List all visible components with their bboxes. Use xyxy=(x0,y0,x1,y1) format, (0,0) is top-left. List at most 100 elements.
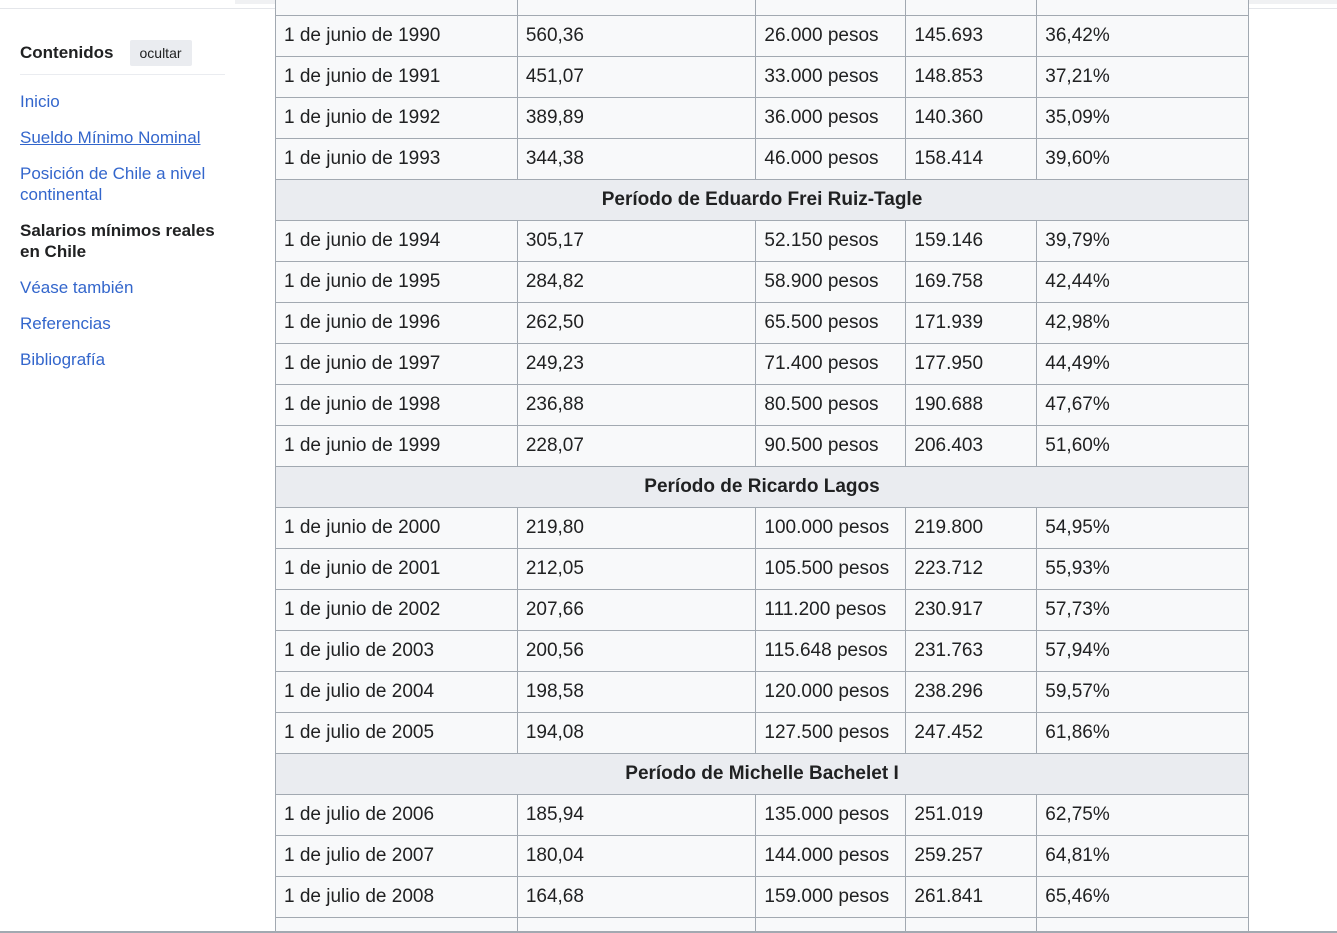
table-row: 1 de junio de 2000 219,80 100.000 pesos 219… xyxy=(275,507,1249,549)
value-cell: 451,07 xyxy=(516,56,757,98)
toc-item-sueldo-minimo-nominal[interactable]: Sueldo Mínimo Nominal xyxy=(20,128,201,147)
table-row: 1 de julio de 2008 164,68 159.000 pesos 261… xyxy=(275,876,1249,918)
value-cell: 236,88 xyxy=(516,384,757,426)
nominal-wage-cell: 80.500 pesos xyxy=(755,384,907,426)
table-row: 1 de julio de 2003 200,56 115.648 pesos 231… xyxy=(275,630,1249,672)
nominal-wage-cell: 111.200 pesos xyxy=(755,589,907,631)
real-wage-cell xyxy=(905,917,1038,931)
table-of-contents: Contenidos ocultar Inicio Sueldo Mínimo … xyxy=(20,38,225,385)
table-row: 1 de junio de 1996 262,50 65.500 pesos 171.… xyxy=(275,302,1249,344)
table-row: 1 de julio de 2005 194,08 127.500 pesos 247… xyxy=(275,712,1249,754)
period-header: Período de Eduardo Frei Ruiz-Tagle xyxy=(275,179,1249,221)
nominal-wage-cell: 135.000 pesos xyxy=(755,794,907,836)
real-wage-cell: 169.758 xyxy=(905,261,1038,303)
table-row: 1 de junio de 1991 451,07 33.000 pesos 148.… xyxy=(275,56,1249,98)
percent-cell xyxy=(1036,917,1249,931)
value-cell xyxy=(516,917,757,931)
date-cell: 1 de julio de 2006 xyxy=(275,794,518,836)
date-cell: 1 de junio de 2002 xyxy=(275,589,518,631)
real-wage-cell: 158.414 xyxy=(905,138,1038,180)
toc-title: Contenidos xyxy=(20,43,114,62)
percent-cell: 35,09% xyxy=(1036,97,1249,139)
percent-cell xyxy=(1036,0,1249,16)
table-row: 1 de julio de 2006 185,94 135.000 pesos 251… xyxy=(275,794,1249,836)
date-cell: 1 de junio de 2001 xyxy=(275,548,518,590)
value-cell: 262,50 xyxy=(516,302,757,344)
nominal-wage-cell: 115.648 pesos xyxy=(755,630,907,672)
value-cell: 249,23 xyxy=(516,343,757,385)
table-row: 1 de junio de 1990 560,36 26.000 pesos 145.… xyxy=(275,15,1249,57)
nominal-wage-cell xyxy=(755,0,907,16)
toc-item-inicio[interactable]: Inicio xyxy=(20,92,60,111)
table-row: 1 de junio de 1998 236,88 80.500 pesos 190.… xyxy=(275,384,1249,426)
percent-cell: 42,44% xyxy=(1036,261,1249,303)
nominal-wage-cell: 65.500 pesos xyxy=(755,302,907,344)
date-cell: 1 de junio de 1994 xyxy=(275,220,518,262)
value-cell: 560,36 xyxy=(516,15,757,57)
value-cell: 198,58 xyxy=(516,671,757,713)
date-cell: 1 de junio de 2000 xyxy=(275,507,518,549)
nominal-wage-cell: 58.900 pesos xyxy=(755,261,907,303)
real-wage-cell: 159.146 xyxy=(905,220,1038,262)
date-cell: 1 de julio de 2003 xyxy=(275,630,518,672)
nominal-wage-cell: 36.000 pesos xyxy=(755,97,907,139)
toc-item-bibliografia[interactable]: Bibliografía xyxy=(20,350,106,369)
value-cell: 344,38 xyxy=(516,138,757,180)
nominal-wage-cell: 127.500 pesos xyxy=(755,712,907,754)
toc-item-posicion-chile[interactable]: Posición de Chile a nivel continental xyxy=(20,164,206,204)
real-wage-cell: 177.950 xyxy=(905,343,1038,385)
date-cell: 1 de julio de 2005 xyxy=(275,712,518,754)
percent-cell: 64,81% xyxy=(1036,835,1249,877)
date-cell: 1 de junio de 1996 xyxy=(275,302,518,344)
toc-item-referencias[interactable]: Referencias xyxy=(20,314,111,333)
percent-cell: 44,49% xyxy=(1036,343,1249,385)
nominal-wage-cell xyxy=(755,917,907,931)
nominal-wage-cell: 120.000 pesos xyxy=(755,671,907,713)
period-header-row: Período de Michelle Bachelet I xyxy=(275,753,1249,795)
nominal-wage-cell: 144.000 pesos xyxy=(755,835,907,877)
wage-table-body: 1 de junio de 1990 560,36 26.000 pesos 145.… xyxy=(275,0,1249,931)
toc-item-vease-tambien[interactable]: Véase también xyxy=(20,278,134,297)
nominal-wage-cell: 46.000 pesos xyxy=(755,138,907,180)
percent-cell: 39,79% xyxy=(1036,220,1249,262)
real-wage-cell xyxy=(905,0,1038,16)
percent-cell: 42,98% xyxy=(1036,302,1249,344)
period-header: Período de Ricardo Lagos xyxy=(275,466,1249,508)
value-cell: 284,82 xyxy=(516,261,757,303)
value-cell: 164,68 xyxy=(516,876,757,918)
real-wage-cell: 223.712 xyxy=(905,548,1038,590)
table-row: 1 de junio de 1995 284,82 58.900 pesos 169.… xyxy=(275,261,1249,303)
date-cell: 1 de julio de 2004 xyxy=(275,671,518,713)
real-wage-cell: 190.688 xyxy=(905,384,1038,426)
real-wage-cell: 206.403 xyxy=(905,425,1038,467)
value-cell: 180,04 xyxy=(516,835,757,877)
date-cell xyxy=(275,917,518,931)
percent-cell: 61,86% xyxy=(1036,712,1249,754)
nominal-wage-cell: 90.500 pesos xyxy=(755,425,907,467)
nominal-wage-cell: 100.000 pesos xyxy=(755,507,907,549)
table-row: 1 de junio de 1997 249,23 71.400 pesos 177.… xyxy=(275,343,1249,385)
table-row: 1 de julio de 2007 180,04 144.000 pesos 259… xyxy=(275,835,1249,877)
real-wage-cell: 251.019 xyxy=(905,794,1038,836)
percent-cell: 65,46% xyxy=(1036,876,1249,918)
date-cell: 1 de junio de 1990 xyxy=(275,15,518,57)
percent-cell: 55,93% xyxy=(1036,548,1249,590)
date-cell: 1 de junio de 1993 xyxy=(275,138,518,180)
real-wage-cell: 219.800 xyxy=(905,507,1038,549)
percent-cell: 36,42% xyxy=(1036,15,1249,57)
table-row: 1 de junio de 2002 207,66 111.200 pesos 230… xyxy=(275,589,1249,631)
toc-item-salarios-minimos-reales[interactable]: Salarios mínimos reales en Chile xyxy=(20,221,215,261)
real-wage-cell: 145.693 xyxy=(905,15,1038,57)
percent-cell: 57,94% xyxy=(1036,630,1249,672)
toc-hide-button[interactable]: ocultar xyxy=(129,40,192,66)
value-cell: 305,17 xyxy=(516,220,757,262)
wage-table-container: 1 de junio de 1990 560,36 26.000 pesos 145.… xyxy=(275,0,1249,931)
table-row: 1 de junio de 1993 344,38 46.000 pesos 158.… xyxy=(275,138,1249,180)
real-wage-cell: 230.917 xyxy=(905,589,1038,631)
nominal-wage-cell: 33.000 pesos xyxy=(755,56,907,98)
nominal-wage-cell: 105.500 pesos xyxy=(755,548,907,590)
period-header: Período de Michelle Bachelet I xyxy=(275,753,1249,795)
real-wage-cell: 171.939 xyxy=(905,302,1038,344)
percent-cell: 62,75% xyxy=(1036,794,1249,836)
value-cell: 389,89 xyxy=(516,97,757,139)
